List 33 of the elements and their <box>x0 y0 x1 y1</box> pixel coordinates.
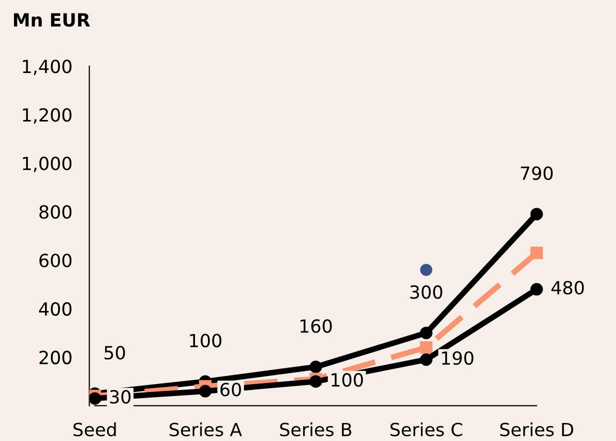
y-tick-label: 400 <box>39 302 72 316</box>
point <box>310 360 322 374</box>
data-label: 100 <box>332 373 363 387</box>
point <box>89 392 102 405</box>
data-label: 60 <box>220 382 241 396</box>
data-label: 50 <box>104 346 125 360</box>
y-tick-label: 800 <box>39 205 72 219</box>
point <box>530 283 543 296</box>
y-tick-label: 600 <box>39 254 72 268</box>
y-tick-label: 1,000 <box>22 156 72 172</box>
point <box>420 326 432 340</box>
data-label: 190 <box>442 351 474 365</box>
point <box>199 384 212 398</box>
data-label: 30 <box>110 390 131 404</box>
point <box>420 353 432 366</box>
data-label: 480 <box>551 280 584 295</box>
point <box>310 375 322 388</box>
x-tick-label: Series C <box>390 422 462 436</box>
data-label: 100 <box>190 334 222 348</box>
y-tick-label: 200 <box>40 350 72 364</box>
point <box>530 246 543 260</box>
x-tick-label: Seed <box>73 422 116 436</box>
x-tick-label: Series B <box>280 422 352 436</box>
data-label: 300 <box>410 285 442 299</box>
data-label: 160 <box>300 319 332 333</box>
point <box>530 208 543 220</box>
data-label: 790 <box>520 166 553 180</box>
y-axis-title: Mn EUR <box>14 13 90 27</box>
point <box>420 341 432 354</box>
x-tick-label: Series D <box>500 422 574 436</box>
y-tick-label: 1,400 <box>22 60 72 76</box>
x-tick-label: Series A <box>170 422 242 436</box>
y-tick-label: 1,200 <box>22 108 72 124</box>
